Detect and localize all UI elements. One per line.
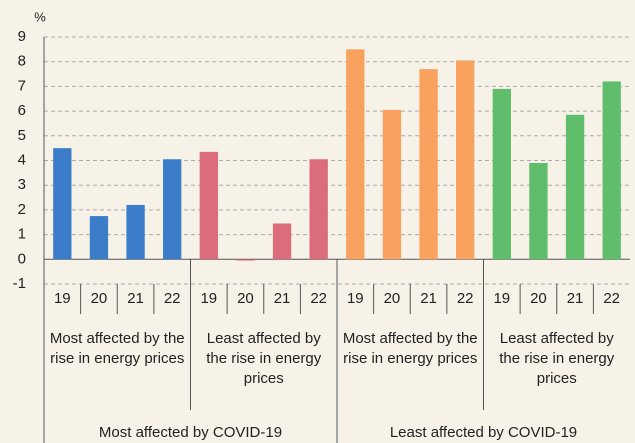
y-tick-label: 2 xyxy=(18,201,26,218)
y-axis-label: % xyxy=(34,9,46,24)
x-tick-label: 22 xyxy=(603,290,620,307)
x-tick-label: 22 xyxy=(310,290,327,307)
bar xyxy=(529,162,548,260)
y-tick-label: 7 xyxy=(18,77,26,94)
bar xyxy=(309,159,328,260)
group-label: Least affected by the rise in energy pri… xyxy=(499,330,615,387)
x-tick-label: 20 xyxy=(530,290,547,307)
y-tick-label: 4 xyxy=(18,151,26,168)
bar xyxy=(419,69,438,260)
y-tick-label: 3 xyxy=(18,176,26,193)
outer-group-label: Least affected by COVID-19 xyxy=(389,424,578,441)
bar xyxy=(236,259,255,261)
x-tick-label: 22 xyxy=(164,290,181,307)
outer-group-label: Most affected by COVID-19 xyxy=(98,424,283,441)
x-tick-label: 20 xyxy=(237,290,254,307)
bar xyxy=(382,109,402,260)
group-label: Most affected by the rise in energy pric… xyxy=(342,330,478,367)
bar xyxy=(163,159,182,260)
x-tick-label: 21 xyxy=(420,290,437,307)
bar xyxy=(53,148,72,260)
y-tick-label: 0 xyxy=(18,250,26,267)
y-tick-label: 8 xyxy=(18,53,26,70)
y-tick-label: 5 xyxy=(18,127,26,144)
group-label: Least affected by the rise in energy pri… xyxy=(206,330,322,387)
y-tick-label: 1 xyxy=(18,226,26,243)
bar xyxy=(89,216,109,260)
group-label: Most affected by the rise in energy pric… xyxy=(49,330,185,367)
y-tick-label: -1 xyxy=(13,275,26,292)
x-tick-label: 21 xyxy=(567,290,584,307)
y-tick-label: 6 xyxy=(18,102,26,119)
x-tick-label: 19 xyxy=(493,290,510,307)
x-tick-label: 20 xyxy=(384,290,401,307)
bar xyxy=(602,81,621,260)
y-tick-label: 9 xyxy=(18,28,26,45)
x-tick-label: 19 xyxy=(54,290,71,307)
x-tick-label: 19 xyxy=(347,290,364,307)
bar xyxy=(272,223,292,260)
bar xyxy=(199,151,218,260)
x-tick-label: 22 xyxy=(457,290,474,307)
bar xyxy=(456,60,475,260)
bar xyxy=(346,49,365,260)
bar xyxy=(492,88,511,260)
x-tick-label: 21 xyxy=(274,290,291,307)
bar xyxy=(126,204,145,260)
x-tick-label: 19 xyxy=(200,290,217,307)
bar xyxy=(565,114,585,260)
x-tick-label: 20 xyxy=(91,290,108,307)
x-tick-label: 21 xyxy=(127,290,144,307)
